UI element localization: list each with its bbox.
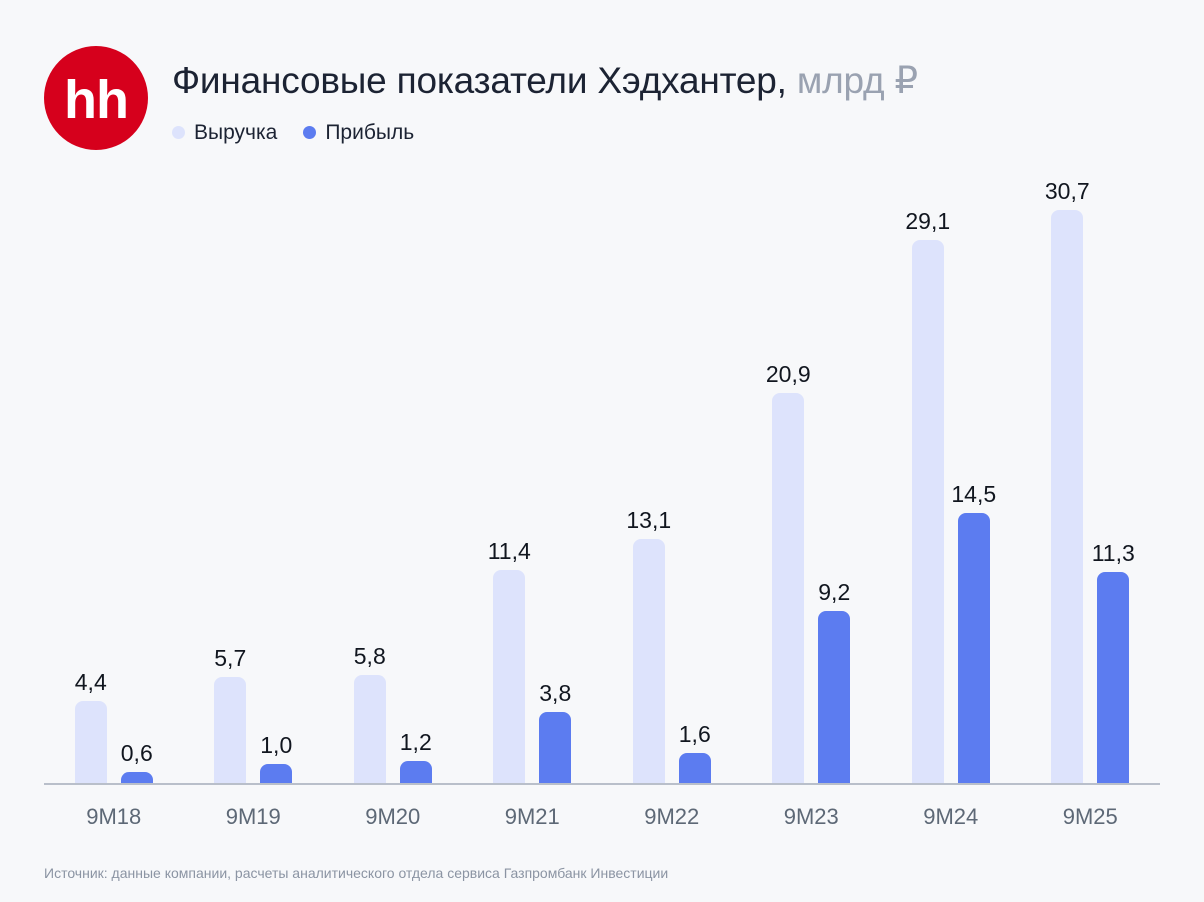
bar-value-label: 29,1 — [905, 208, 951, 235]
bar-wrapper: 20,9 — [766, 363, 811, 783]
bar-value-label: 1,0 — [260, 732, 293, 759]
bar-value-label: 30,7 — [1044, 178, 1090, 205]
legend-swatch-icon — [303, 126, 317, 139]
bar-group: 13,1 1,6 — [602, 175, 742, 783]
bar-wrapper: 11,3 — [1092, 542, 1135, 783]
bar-wrapper: 1,2 — [399, 730, 432, 783]
bar-group: 29,1 14,5 — [881, 175, 1021, 783]
bar-profit[interactable]: 1,6 — [678, 723, 711, 783]
bar-group: 20,9 9,2 — [742, 175, 882, 783]
bar-wrapper: 5,7 — [214, 646, 247, 783]
category-label: 9M20 — [365, 804, 421, 829]
bar-wrapper: 4,4 — [74, 670, 107, 783]
bar-profit[interactable]: 1,2 — [399, 730, 432, 783]
bar-profit[interactable]: 11,3 — [1092, 542, 1135, 783]
category-axis: 9M18 9M19 9M20 9M21 9M22 9M23 9M24 9M25 — [44, 806, 1160, 828]
bar-groups: 4,4 0,6 5,7 1,0 5,8 1,2 11,4 3,8 13,1 1,6 20,9 9,2 2… — [44, 175, 1160, 783]
bar-value-label: 4,4 — [74, 668, 107, 695]
bar-value-label: 11,3 — [1091, 540, 1135, 567]
chart-plot-area: 4,4 0,6 5,7 1,0 5,8 1,2 11,4 3,8 13,1 1,6 20,9 9,2 2… — [44, 175, 1160, 785]
bar-wrapper: 13,1 — [626, 508, 671, 783]
bar-wrapper: 30,7 — [1045, 180, 1090, 783]
bar-wrapper: 11,4 — [488, 540, 531, 783]
bar-value-label: 5,7 — [214, 644, 247, 671]
chart-header: hh Финансовые показатели Хэдхантер, млрд… — [44, 46, 918, 150]
category-label: 9M21 — [504, 804, 560, 829]
bar-wrapper: 5,8 — [353, 644, 386, 783]
bar-wrapper: 1,0 — [260, 734, 293, 783]
bar-value-label: 9,2 — [818, 579, 851, 606]
bar-value-label: 0,6 — [120, 739, 153, 766]
bar-revenue[interactable]: 5,8 — [353, 644, 386, 783]
bar-profit[interactable]: 0,6 — [120, 741, 153, 783]
bar-profit[interactable]: 9,2 — [818, 581, 851, 783]
bar-wrapper: 3,8 — [539, 682, 572, 783]
bar-revenue[interactable]: 13,1 — [626, 508, 671, 783]
category-label: 9M22 — [644, 804, 700, 829]
legend-swatch-icon — [172, 126, 185, 139]
header-text-block: Финансовые показатели Хэдхантер, млрд ₽ … — [172, 46, 918, 143]
category-label: 9M24 — [923, 804, 979, 829]
bar-revenue[interactable]: 11,4 — [488, 540, 531, 783]
bar-group: 5,8 1,2 — [323, 175, 463, 783]
bar-group: 5,7 1,0 — [184, 175, 324, 783]
bar-wrapper: 14,5 — [951, 482, 996, 783]
legend-item-profit[interactable]: Прибыль — [303, 122, 414, 143]
bar-value-label: 1,2 — [399, 728, 432, 755]
bar-profit[interactable]: 1,0 — [260, 734, 293, 783]
bar-revenue[interactable]: 29,1 — [905, 210, 950, 783]
axis-baseline — [44, 783, 1160, 785]
category-label: 9M23 — [783, 804, 839, 829]
bar-group: 4,4 0,6 — [44, 175, 184, 783]
category-label: 9M18 — [86, 804, 142, 829]
chart-title-main: Финансовые показатели Хэдхантер, — [172, 60, 787, 101]
legend-label: Прибыль — [325, 121, 415, 144]
bar-profit[interactable]: 3,8 — [539, 682, 572, 783]
bar-profit[interactable]: 14,5 — [951, 482, 996, 783]
bar-revenue[interactable]: 5,7 — [214, 646, 247, 783]
bar-revenue[interactable]: 30,7 — [1045, 180, 1090, 783]
bar-wrapper: 29,1 — [905, 210, 950, 783]
hh-logo: hh — [44, 46, 148, 150]
bar-wrapper: 1,6 — [678, 723, 711, 783]
chart-legend: Выручка Прибыль — [172, 122, 918, 143]
bar-group: 11,4 3,8 — [463, 175, 603, 783]
bar-wrapper: 9,2 — [818, 581, 851, 783]
category-label: 9M25 — [1062, 804, 1118, 829]
bar-value-label: 20,9 — [765, 361, 811, 388]
bar-value-label: 3,8 — [539, 680, 572, 707]
bar-revenue[interactable]: 20,9 — [766, 363, 811, 783]
legend-label: Выручка — [194, 121, 278, 144]
bar-value-label: 11,4 — [487, 538, 531, 565]
chart-title-unit: млрд ₽ — [796, 60, 918, 101]
bar-revenue[interactable]: 4,4 — [74, 670, 107, 783]
page-title: Финансовые показатели Хэдхантер, млрд ₽ — [172, 58, 918, 104]
legend-item-revenue[interactable]: Выручка — [172, 122, 277, 143]
category-label: 9M19 — [225, 804, 281, 829]
bar-value-label: 1,6 — [678, 721, 711, 748]
bar-value-label: 13,1 — [626, 506, 672, 533]
bar-group: 30,7 11,3 — [1021, 175, 1161, 783]
bar-value-label: 14,5 — [951, 480, 997, 507]
bar-value-label: 5,8 — [353, 642, 386, 669]
bar-wrapper: 0,6 — [120, 741, 153, 783]
source-note: Источник: данные компании, расчеты анали… — [44, 865, 669, 881]
hh-logo-text: hh — [64, 70, 129, 130]
